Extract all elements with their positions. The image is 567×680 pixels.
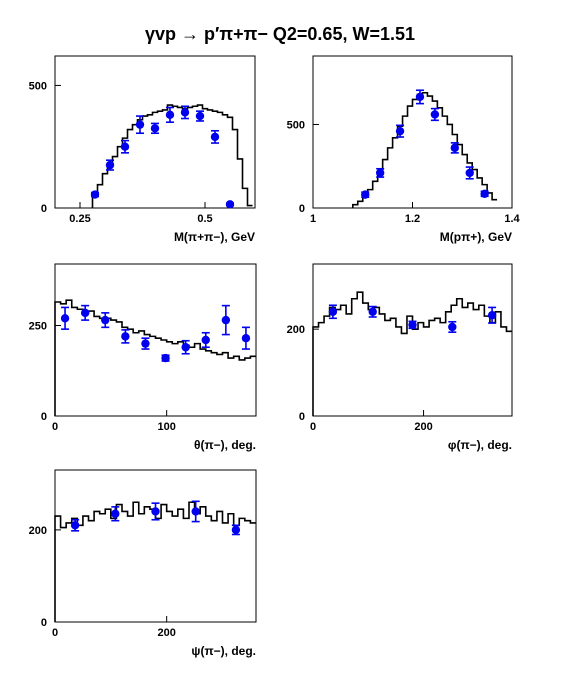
data-point	[225, 200, 235, 209]
data-point	[80, 308, 90, 318]
data-point	[105, 160, 115, 170]
figure-title: γvp → p′π+π− Q2=0.65, W=1.51	[145, 24, 415, 44]
x-tick-label: 1.4	[504, 213, 520, 225]
model-histogram	[91, 104, 253, 208]
data-point	[181, 343, 190, 352]
data-point	[450, 143, 459, 153]
data-point	[111, 509, 120, 518]
data-point	[375, 168, 385, 178]
data-point	[191, 507, 200, 516]
data-point	[231, 525, 241, 535]
y-tick-label: 200	[29, 525, 47, 537]
panel-5: 0 200 0 200 ψ(π−), deg.	[29, 469, 257, 658]
x-tick-label: 0.25	[69, 213, 90, 225]
x-tick-label: 0	[310, 421, 316, 433]
y-tick-label: 500	[29, 80, 47, 92]
data-point	[415, 92, 425, 102]
panel-frame	[54, 469, 257, 623]
data-point	[120, 142, 130, 151]
data-point	[180, 108, 190, 117]
x-axis-label: φ(π−), deg.	[448, 438, 512, 452]
y-tick-label: 0	[41, 617, 47, 629]
x-tick-label: 0	[52, 421, 58, 433]
data-point	[465, 168, 474, 178]
x-tick-label: 1	[310, 213, 316, 225]
data-point	[101, 315, 110, 325]
data-point	[165, 110, 175, 120]
data-point	[210, 132, 220, 142]
data-point	[150, 124, 160, 133]
x-tick-label: 0	[52, 627, 58, 639]
data-point	[60, 314, 70, 323]
y-tick-label: 500	[287, 119, 305, 131]
data-point	[121, 332, 130, 341]
x-tick-label: 0.5	[197, 213, 212, 225]
x-tick-label: 200	[157, 627, 175, 639]
y-tick-label: 0	[41, 411, 47, 423]
model-histogram	[312, 291, 512, 416]
data-point	[161, 353, 170, 363]
panel-frame	[54, 55, 256, 209]
data-point	[487, 311, 497, 320]
x-tick-label: 200	[414, 421, 432, 433]
panel-frame	[54, 263, 257, 417]
panel-4: 0 200 0 200 φ(π−), deg.	[287, 263, 513, 452]
y-tick-label: 250	[29, 321, 47, 333]
x-axis-label: θ(π−), deg.	[194, 438, 256, 452]
x-axis-label: M(pπ+), GeV	[440, 230, 512, 244]
x-tick-label: 1.2	[405, 213, 420, 225]
data-point	[141, 339, 150, 348]
data-point	[90, 190, 100, 199]
data-point	[195, 111, 205, 121]
data-point	[221, 315, 231, 325]
data-point	[135, 120, 145, 129]
panel-3: 0 100 0 250 θ(π−), deg.	[29, 263, 257, 452]
data-point	[151, 507, 160, 516]
y-tick-label: 0	[41, 203, 47, 215]
x-axis-label: ψ(π−), deg.	[191, 644, 256, 658]
model-histogram	[352, 91, 498, 208]
data-point	[368, 307, 377, 316]
data-point	[328, 307, 338, 316]
data-point	[395, 126, 405, 136]
panel-2: 1 1.2 1.4 0 500 M(pπ+), GeV	[287, 55, 521, 244]
y-tick-label: 200	[287, 324, 305, 336]
data-point	[241, 333, 251, 343]
data-point	[448, 322, 457, 332]
data-point	[480, 189, 489, 199]
data-point	[361, 190, 370, 199]
data-point	[70, 521, 80, 530]
y-tick-label: 0	[299, 411, 305, 423]
x-tick-label: 100	[157, 421, 175, 433]
data-point	[201, 335, 210, 345]
x-axis-label: M(π+π−), GeV	[174, 230, 255, 244]
panel-1: 0.25 0.5 0 500 M(π+π−), GeV	[29, 55, 256, 244]
data-point	[430, 110, 440, 119]
panel-frame	[312, 263, 513, 417]
y-tick-label: 0	[299, 203, 305, 215]
data-point	[408, 320, 417, 329]
